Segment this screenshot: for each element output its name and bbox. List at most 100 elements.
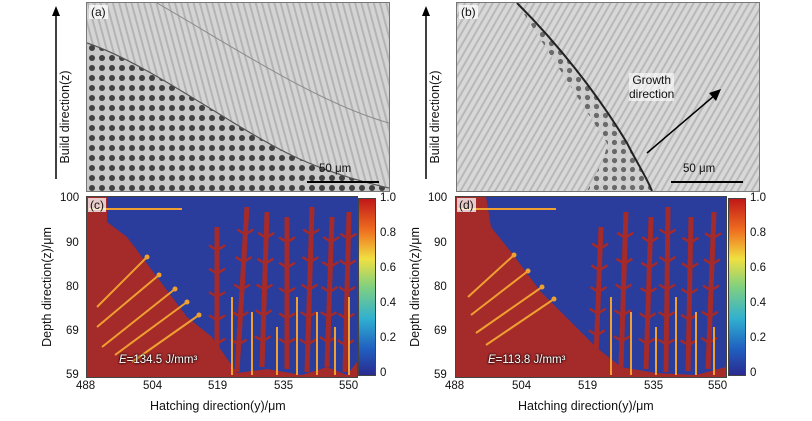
dendrite-arm <box>243 255 253 264</box>
colorbar-tick: 0 <box>750 367 757 379</box>
x-tick: 504 <box>143 380 163 392</box>
growth-direction-line1: Growth <box>632 73 672 87</box>
colorbar-tick: 0 <box>380 367 387 379</box>
colorbar-tick: 1.0 <box>380 192 396 204</box>
dendrite-arm <box>623 257 633 265</box>
dendrite-arm <box>286 261 296 269</box>
dendrite-arm <box>339 232 349 240</box>
dendrite-arm <box>216 337 226 345</box>
dendrite-arm <box>589 285 600 294</box>
build-direction-label-left: Build direction(z) <box>58 70 72 164</box>
dendrite-arm <box>330 235 340 244</box>
dendrite-arm <box>597 307 607 315</box>
dendrite-arm <box>647 312 657 320</box>
y-axis-title-c: Depth direction(z)/μm <box>40 227 54 347</box>
phase-field-d: (d) E=113.8 J/mm³ <box>455 196 727 378</box>
panel-b-label: (b) <box>459 5 478 19</box>
growth-arrow <box>96 256 148 308</box>
dendrite-arm <box>278 337 288 345</box>
dendrite-arm <box>704 232 714 240</box>
dendrite-arm <box>286 236 296 244</box>
dendrite-arm <box>278 236 288 244</box>
dendrite-arm <box>666 310 676 319</box>
growth-arrow-head <box>172 286 178 292</box>
micrograph-b: (b) Growth direction 50 μm <box>456 2 760 192</box>
dendrite-arm <box>666 283 676 291</box>
dendrite-arm <box>615 257 625 265</box>
dendrite-arm <box>638 337 648 345</box>
growth-arrow-head <box>144 254 150 260</box>
dendrite-arm <box>308 283 319 291</box>
growth-direction-label: Growth direction <box>629 73 675 101</box>
dendrite-arm <box>244 228 254 236</box>
x-tick: 550 <box>708 380 728 392</box>
dendrite-arm <box>621 335 631 343</box>
growth-arrow-head <box>511 252 517 258</box>
y-tick: 100 <box>428 192 448 204</box>
dendrite-arm <box>624 231 634 239</box>
dendrite-arm <box>208 314 218 322</box>
x-tick: 488 <box>445 380 465 392</box>
dendrite-arm <box>666 255 676 264</box>
dendrite-arm <box>216 290 226 299</box>
micrograph-b-image <box>457 3 759 191</box>
dendrite-arm <box>208 244 218 252</box>
colorbar-c <box>358 198 376 376</box>
dendrite-arm <box>278 312 288 320</box>
dendrite-arm <box>263 309 273 317</box>
dendrite-arm <box>590 264 600 272</box>
growth-arrow-head <box>156 272 162 278</box>
colorbar-tick: 0.6 <box>380 262 396 274</box>
dendrite-arm <box>308 310 318 319</box>
dendrite-arm <box>328 285 339 294</box>
dendrite-arm <box>241 283 251 291</box>
y-axis-title-d: Depth direction(z)/μm <box>408 227 422 347</box>
growth-arrow <box>485 298 555 346</box>
dendrite-arm <box>646 337 656 345</box>
x-tick: 519 <box>578 380 598 392</box>
dendrite-arm <box>328 310 338 319</box>
dendrite-arm <box>679 339 690 347</box>
dendrite-arm <box>322 235 332 244</box>
dendrite-arm <box>300 283 311 291</box>
x-tick: 535 <box>274 380 294 392</box>
dendrite-arm <box>239 310 249 319</box>
dendrite-arm <box>639 286 650 295</box>
dendrite-arm <box>278 286 288 295</box>
scale-bar-a <box>307 181 379 183</box>
dendrite-arm <box>310 228 320 236</box>
dendrite-arm <box>680 313 690 321</box>
y-tick: 69 <box>66 325 79 337</box>
dendrite-arm <box>263 283 274 291</box>
growth-arrow <box>470 270 529 316</box>
dendrite-arm <box>286 312 296 320</box>
energy-density-d: E=113.8 J/mm³ <box>488 354 565 366</box>
dendrite-arm <box>665 338 675 346</box>
dendrite-arm <box>255 283 266 291</box>
dendrite-arm <box>680 287 691 296</box>
dendrite-arm <box>657 338 667 346</box>
energy-value-c: =134.5 J/mm³ <box>126 354 198 366</box>
dendrite-arm <box>216 267 226 275</box>
colorbar-tick: 1.0 <box>750 192 766 204</box>
dendrite-arm <box>321 260 331 269</box>
dendrite-arm <box>700 336 710 344</box>
x-axis-title-c: Hatching direction(y)/μm <box>150 399 286 413</box>
x-axis-title-d: Hatching direction(y)/μm <box>518 399 654 413</box>
dendrite-arm <box>257 231 267 239</box>
dendrite-arm <box>346 285 356 294</box>
y-tick: 80 <box>434 281 447 293</box>
growth-arrow <box>467 254 515 298</box>
phase-field-c-image <box>87 197 357 377</box>
panel-c-label: (c) <box>88 198 106 212</box>
dendrite-arm <box>640 261 650 269</box>
y-tick: 59 <box>434 369 447 381</box>
dendrite-arm <box>613 335 623 343</box>
y-tick: 80 <box>66 281 79 293</box>
dendrite-arm <box>648 261 658 269</box>
dendrite-arm <box>216 244 226 252</box>
growth-arrow <box>101 288 176 348</box>
micrograph-a-image <box>87 3 389 191</box>
dendrite-arm <box>235 255 245 264</box>
y-tick: 90 <box>434 237 447 249</box>
